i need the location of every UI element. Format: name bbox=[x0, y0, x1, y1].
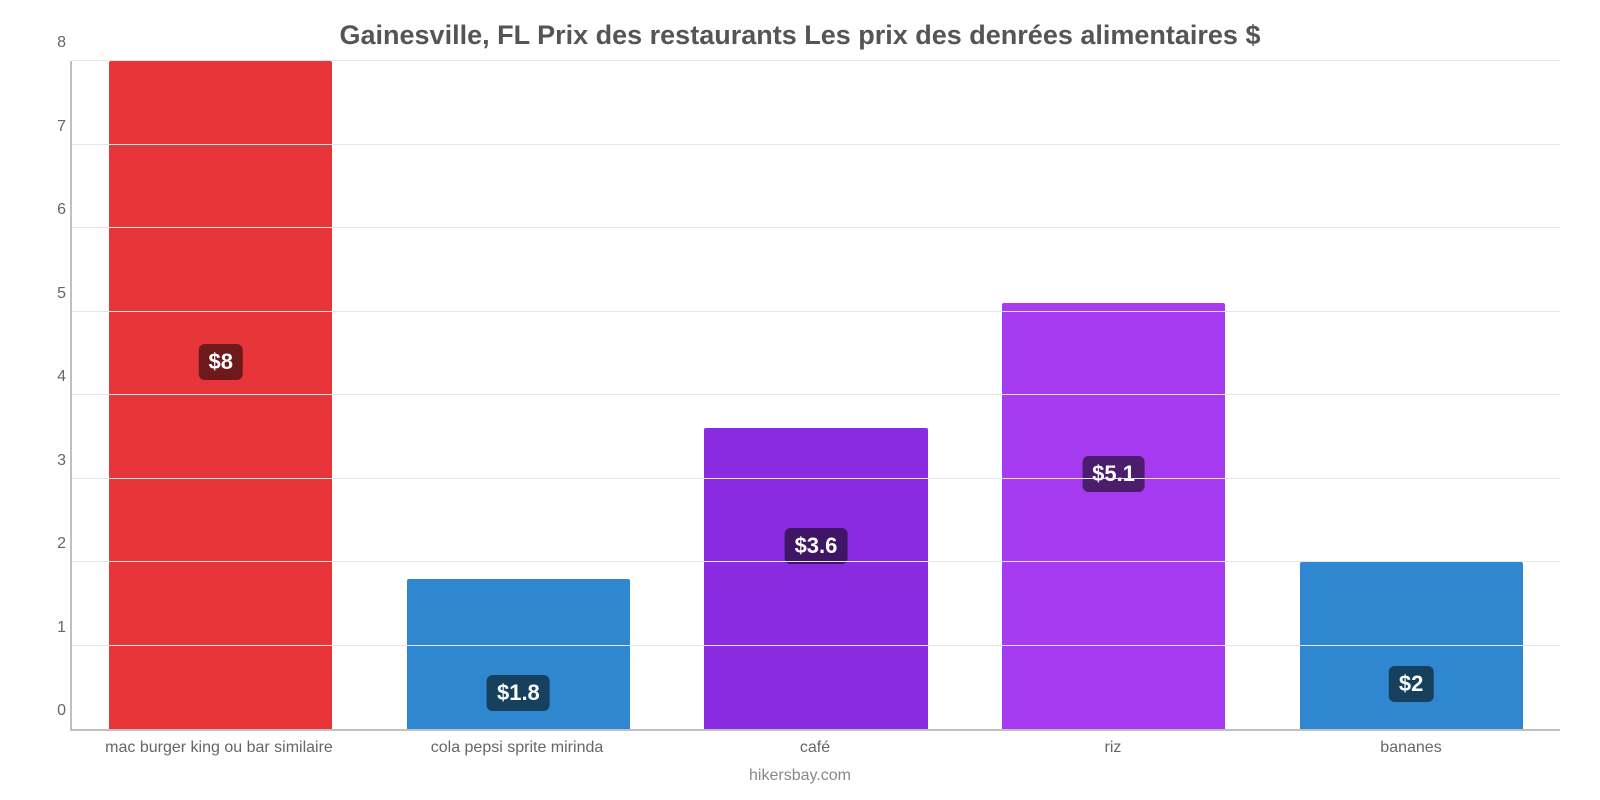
bar: $8 bbox=[109, 61, 332, 729]
y-axis-tick-label: 4 bbox=[38, 368, 66, 386]
bar-slot: $2 bbox=[1262, 61, 1560, 729]
chart-container: Gainesville, FL Prix des restaurants Les… bbox=[0, 0, 1600, 800]
value-badge: $8 bbox=[199, 344, 243, 380]
bar: $1.8 bbox=[407, 579, 630, 729]
gridline bbox=[72, 144, 1560, 145]
gridline bbox=[72, 561, 1560, 562]
bar-slot: $8 bbox=[72, 61, 370, 729]
x-axis-label: café bbox=[666, 739, 964, 757]
value-badge: $5.1 bbox=[1082, 456, 1145, 492]
bar-slot: $5.1 bbox=[965, 61, 1263, 729]
gridline bbox=[72, 60, 1560, 61]
bar-slot: $1.8 bbox=[370, 61, 668, 729]
chart-title: Gainesville, FL Prix des restaurants Les… bbox=[30, 20, 1570, 51]
bar-slot: $3.6 bbox=[667, 61, 965, 729]
y-axis-tick-label: 5 bbox=[38, 285, 66, 303]
bars-group: $8 $1.8 $3.6 $5.1 $2 bbox=[72, 61, 1560, 729]
chart-footer: hikersbay.com bbox=[30, 767, 1570, 785]
y-axis-tick-label: 0 bbox=[38, 702, 66, 720]
x-axis-label: riz bbox=[964, 739, 1262, 757]
y-axis-tick-label: 1 bbox=[38, 619, 66, 637]
value-badge: $3.6 bbox=[785, 528, 848, 564]
y-axis-tick-label: 8 bbox=[38, 34, 66, 52]
value-badge: $1.8 bbox=[487, 675, 550, 711]
bar: $5.1 bbox=[1002, 303, 1225, 729]
y-axis-tick-label: 2 bbox=[38, 535, 66, 553]
gridline bbox=[72, 478, 1560, 479]
y-axis-tick-label: 7 bbox=[38, 118, 66, 136]
gridline bbox=[72, 394, 1560, 395]
gridline bbox=[72, 645, 1560, 646]
y-axis-tick-label: 3 bbox=[38, 452, 66, 470]
x-axis-label: bananes bbox=[1262, 739, 1560, 757]
y-axis-tick-label: 6 bbox=[38, 201, 66, 219]
bar: $2 bbox=[1300, 562, 1523, 729]
x-axis-label: cola pepsi sprite mirinda bbox=[368, 739, 666, 757]
x-axis-label: mac burger king ou bar similaire bbox=[70, 739, 368, 757]
bar: $3.6 bbox=[704, 428, 927, 729]
x-axis-labels: mac burger king ou bar similairecola pep… bbox=[70, 739, 1560, 757]
plot-area: $8$1.8$3.6$5.1$2 012345678 bbox=[70, 61, 1560, 731]
gridline bbox=[72, 227, 1560, 228]
gridline bbox=[72, 311, 1560, 312]
value-badge: $2 bbox=[1389, 666, 1433, 702]
